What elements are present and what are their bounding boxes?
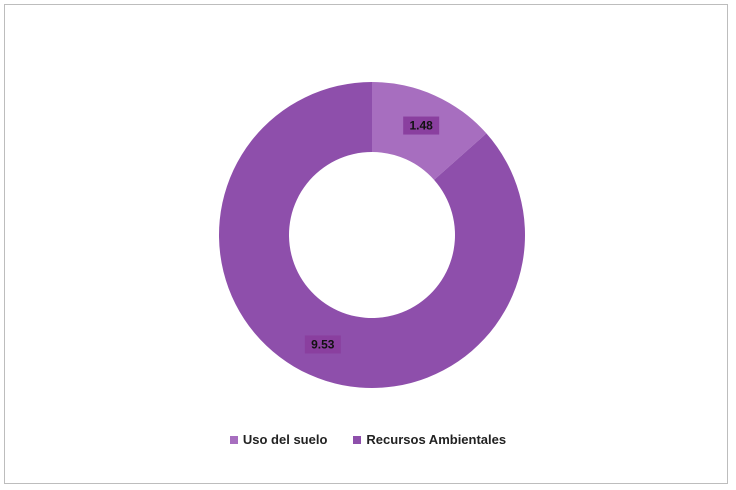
legend: Uso del suelo Recursos Ambientales	[0, 432, 736, 447]
data-label-text: 1.48	[410, 119, 434, 133]
data-label-background	[304, 335, 341, 354]
donut-slices	[218, 82, 525, 388]
data-labels: 1.48 9.53	[304, 116, 440, 354]
data-label-background	[403, 116, 440, 135]
legend-item-uso-del-suelo[interactable]: Uso del suelo	[229, 432, 328, 447]
slice-recursos-ambientales[interactable]	[218, 82, 525, 388]
legend-item-recursos-ambientales[interactable]: Recursos Ambientales	[353, 432, 506, 447]
data-label: 1.48	[403, 116, 440, 135]
legend-label: Recursos Ambientales	[366, 432, 507, 447]
legend-swatch	[353, 435, 362, 444]
legend-label: Uso del suelo	[242, 432, 328, 447]
legend-swatch	[229, 435, 238, 444]
data-label: 9.53	[304, 335, 341, 354]
data-label-text: 9.53	[311, 337, 335, 351]
